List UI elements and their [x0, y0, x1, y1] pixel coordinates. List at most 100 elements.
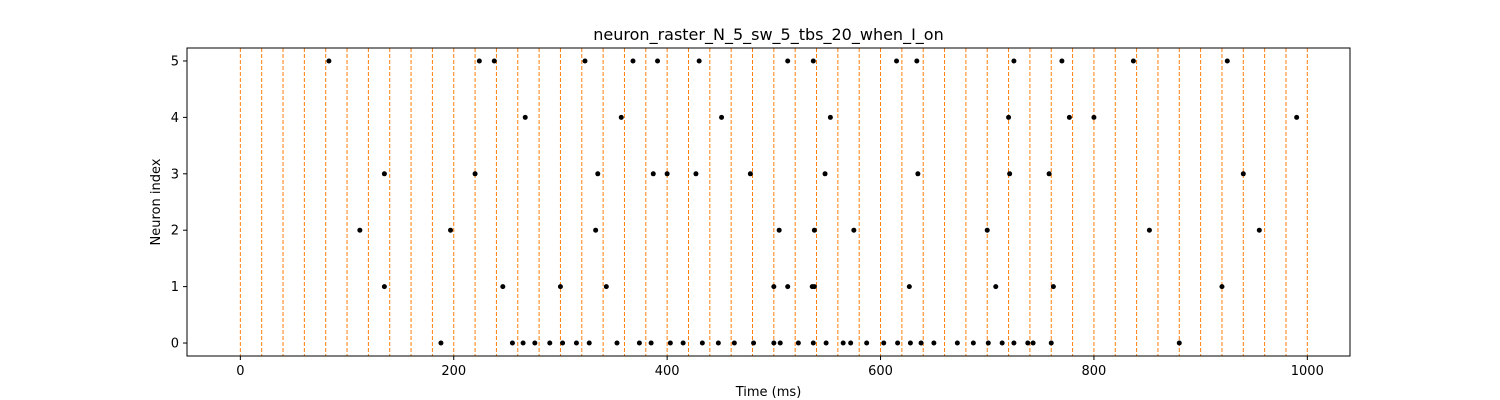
spike-point: [1011, 58, 1017, 64]
spike-point: [771, 284, 777, 290]
spike-point: [532, 340, 538, 346]
spike-point: [680, 340, 686, 346]
spike-point: [915, 171, 921, 177]
vertical-marker-lines: [239, 48, 1308, 356]
spike-point: [699, 340, 705, 346]
x-tick-label: 1000: [1291, 364, 1324, 379]
spike-point: [827, 114, 833, 120]
spike-point: [509, 340, 515, 346]
spike-point: [1030, 340, 1036, 346]
spike-point: [1011, 340, 1017, 346]
spike-point: [1256, 227, 1262, 233]
spike-point: [630, 58, 636, 64]
spike-point: [719, 114, 725, 120]
spike-point: [438, 340, 444, 346]
spike-point: [491, 58, 497, 64]
x-tick-label: 200: [441, 364, 466, 379]
spike-point: [1046, 171, 1052, 177]
spike-point: [822, 171, 828, 177]
spike-point: [731, 340, 737, 346]
plot-frame: [186, 47, 1351, 357]
spike-point: [864, 340, 870, 346]
spike-point: [476, 58, 482, 64]
spike-point: [1091, 114, 1097, 120]
spike-point: [907, 340, 913, 346]
spike-point: [1007, 171, 1013, 177]
spike-point: [811, 227, 817, 233]
spike-point: [954, 340, 960, 346]
spike-point: [1050, 284, 1056, 290]
spike-point: [472, 171, 478, 177]
y-tick-label: 1: [171, 280, 179, 295]
spike-point: [931, 340, 937, 346]
y-tick-label: 5: [171, 54, 179, 69]
spike-point: [1066, 114, 1072, 120]
spike-point: [810, 340, 816, 346]
spike-point: [810, 58, 816, 64]
x-tick-label: 800: [1082, 364, 1107, 379]
spike-point: [520, 340, 526, 346]
axes-border: [186, 47, 1351, 357]
spike-points: [326, 58, 1300, 346]
spike-point: [751, 340, 757, 346]
spike-point: [357, 227, 363, 233]
spike-point: [895, 340, 901, 346]
spike-point: [448, 227, 454, 233]
spike-point: [1048, 340, 1054, 346]
spike-point: [851, 227, 857, 233]
spike-point: [776, 227, 782, 233]
spike-point: [595, 171, 601, 177]
chart-title: neuron_raster_N_5_sw_5_tbs_20_when_I_on: [593, 25, 943, 45]
spike-point: [906, 284, 912, 290]
spike-point: [664, 171, 670, 177]
spike-point: [777, 340, 783, 346]
y-tick-label: 2: [171, 224, 179, 239]
spike-point: [1219, 284, 1225, 290]
x-axis-ticks: 0 200 400 600 800 1000: [236, 356, 1324, 379]
y-axis-ticks: 0 1 2 3 4 5: [171, 54, 187, 352]
spike-point: [894, 58, 900, 64]
spike-point: [667, 340, 673, 346]
spike-point: [573, 340, 579, 346]
spike-point: [593, 227, 599, 233]
y-tick-label: 4: [171, 111, 179, 126]
spike-point: [811, 284, 817, 290]
spike-point: [918, 340, 924, 346]
spike-point: [1059, 58, 1065, 64]
spike-point: [655, 58, 661, 64]
spike-point: [557, 284, 563, 290]
spike-point: [560, 340, 566, 346]
spike-point: [1224, 58, 1230, 64]
spike-point: [999, 340, 1005, 346]
spike-point: [715, 340, 721, 346]
spike-point: [547, 340, 553, 346]
y-tick-label: 0: [171, 337, 179, 352]
spike-point: [381, 284, 387, 290]
spike-point: [1294, 114, 1300, 120]
spike-point: [984, 227, 990, 233]
spike-point: [823, 340, 829, 346]
spike-point: [848, 340, 854, 346]
spike-point: [696, 58, 702, 64]
spike-point: [993, 284, 999, 290]
spike-point: [914, 58, 920, 64]
spike-point: [636, 340, 642, 346]
y-tick-label: 3: [171, 167, 179, 182]
spike-point: [985, 340, 991, 346]
spike-point: [693, 171, 699, 177]
x-axis-label: Time (ms): [735, 385, 802, 400]
spike-point: [1240, 171, 1246, 177]
spike-point: [1006, 114, 1012, 120]
spike-point: [881, 340, 887, 346]
spike-point: [586, 340, 592, 346]
spike-point: [603, 284, 609, 290]
spike-point: [747, 171, 753, 177]
spike-point: [522, 114, 528, 120]
y-axis-label: Neuron index: [149, 158, 164, 245]
spike-point: [500, 284, 506, 290]
spike-point: [1130, 58, 1136, 64]
spike-point: [648, 340, 654, 346]
spike-point: [785, 284, 791, 290]
